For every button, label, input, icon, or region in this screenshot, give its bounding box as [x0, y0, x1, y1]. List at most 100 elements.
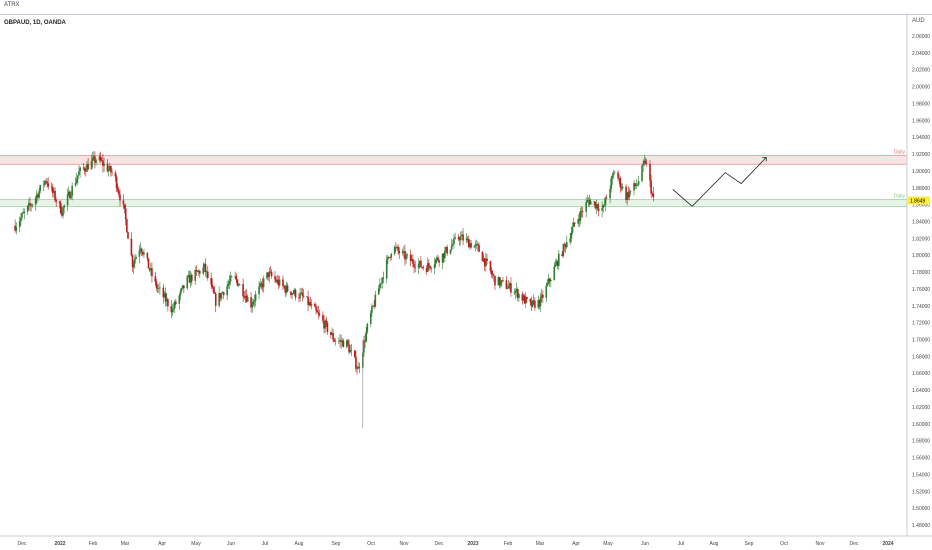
candle-body — [306, 296, 308, 298]
candle-body — [165, 299, 168, 302]
x-tick-label: 2024 — [882, 541, 893, 547]
x-tick-label: Feb — [504, 541, 513, 547]
candle-body — [250, 297, 252, 308]
y-tick-label: 1.60000 — [912, 422, 930, 428]
candle-body — [298, 297, 300, 299]
candle-body — [530, 302, 533, 307]
candle-body — [481, 251, 484, 262]
candle-body — [355, 356, 357, 369]
candle-body — [540, 294, 543, 298]
candle-body — [534, 300, 536, 308]
candle-body — [412, 259, 414, 264]
candle-body — [338, 341, 340, 342]
candle-body — [252, 301, 255, 305]
candle-body — [561, 253, 564, 256]
candle-body — [307, 296, 309, 305]
y-tick-label: 1.64000 — [912, 388, 930, 394]
candle-body — [380, 283, 382, 285]
candle-body — [553, 267, 556, 281]
x-tick-label: Oct — [367, 541, 375, 547]
candle-body — [457, 237, 460, 240]
candle-body — [51, 187, 54, 193]
candle-body — [58, 201, 61, 203]
candle-body — [70, 195, 72, 199]
candle-body — [155, 281, 158, 288]
candle-body — [61, 213, 63, 216]
candle-body — [485, 258, 487, 267]
candle-body — [198, 270, 201, 274]
candle-body — [228, 281, 231, 285]
candle-body — [397, 246, 399, 251]
candle-body — [116, 188, 119, 191]
candle-body — [613, 172, 616, 174]
candle-body — [274, 276, 276, 280]
candle-body — [301, 292, 304, 296]
candle-body — [77, 175, 79, 180]
candle-body — [138, 250, 141, 257]
candle-body — [494, 276, 496, 286]
y-tick-label: 1.56000 — [912, 456, 930, 462]
candle-body — [453, 238, 455, 244]
candle-body — [189, 274, 192, 283]
candle-body — [459, 235, 462, 241]
candle-body — [275, 279, 277, 283]
candle-body — [69, 191, 71, 199]
candle-body — [618, 177, 621, 179]
candle-body — [236, 279, 239, 286]
candle-body — [586, 200, 589, 203]
candle-body — [278, 279, 281, 286]
x-axis[interactable]: Dec 2022 Feb Mar Apr May Jun Jul Aug Sep Oct Nov Dec… — [18, 541, 894, 547]
x-tick-label: May — [191, 541, 201, 547]
candle-body — [446, 247, 448, 254]
candle-body — [276, 279, 279, 283]
candle-body — [633, 183, 635, 191]
candle-body — [93, 156, 95, 158]
candle-body — [50, 186, 53, 188]
candle-body — [83, 168, 86, 171]
candle-body — [221, 292, 224, 294]
candle-body — [482, 258, 485, 262]
candle-body — [594, 201, 597, 209]
candle-body — [450, 245, 453, 250]
candle-body — [390, 253, 393, 258]
candle-body — [356, 368, 358, 370]
candle-body — [634, 183, 636, 187]
y-tick-label: 1.76000 — [912, 287, 930, 293]
candle-body — [609, 188, 611, 199]
candle-body — [610, 178, 613, 189]
candle-body — [238, 284, 241, 286]
y-tick-label: 1.48000 — [912, 523, 930, 529]
candle-body — [183, 285, 185, 289]
candle-body — [467, 239, 470, 248]
y-tick-label: 2.06000 — [912, 34, 930, 40]
candle-body — [645, 163, 648, 164]
candle-body — [644, 160, 647, 164]
candle-body — [466, 238, 469, 240]
candle-body — [518, 294, 520, 298]
y-tick-label: 1.88000 — [912, 186, 930, 192]
candle-body — [258, 286, 260, 295]
candle-body — [260, 283, 263, 284]
zones-layer: Daily Daily — [0, 150, 907, 207]
candle-body — [418, 260, 421, 264]
candle-body — [493, 275, 495, 277]
x-tick-label: Apr — [572, 541, 580, 547]
y-tick-label: 1.90000 — [912, 169, 930, 175]
y-tick-label: 1.52000 — [912, 489, 930, 495]
candle-body — [470, 243, 472, 248]
candle-body — [348, 344, 350, 353]
candle-body — [173, 301, 176, 309]
candle-body — [157, 288, 160, 289]
candle-body — [597, 208, 600, 211]
candle-body — [341, 340, 344, 343]
candle-body — [167, 299, 169, 307]
candle-body — [159, 287, 161, 289]
candle-body — [603, 204, 606, 206]
y-tick-label: 1.78000 — [912, 270, 930, 276]
candle-body — [529, 299, 532, 303]
y-axis[interactable]: 2.06000 2.04000 2.02000 2.00000 1.98000 1.960… — [908, 34, 930, 529]
candle-body — [498, 277, 501, 286]
candle-body — [332, 333, 334, 340]
candle-body — [449, 249, 452, 254]
